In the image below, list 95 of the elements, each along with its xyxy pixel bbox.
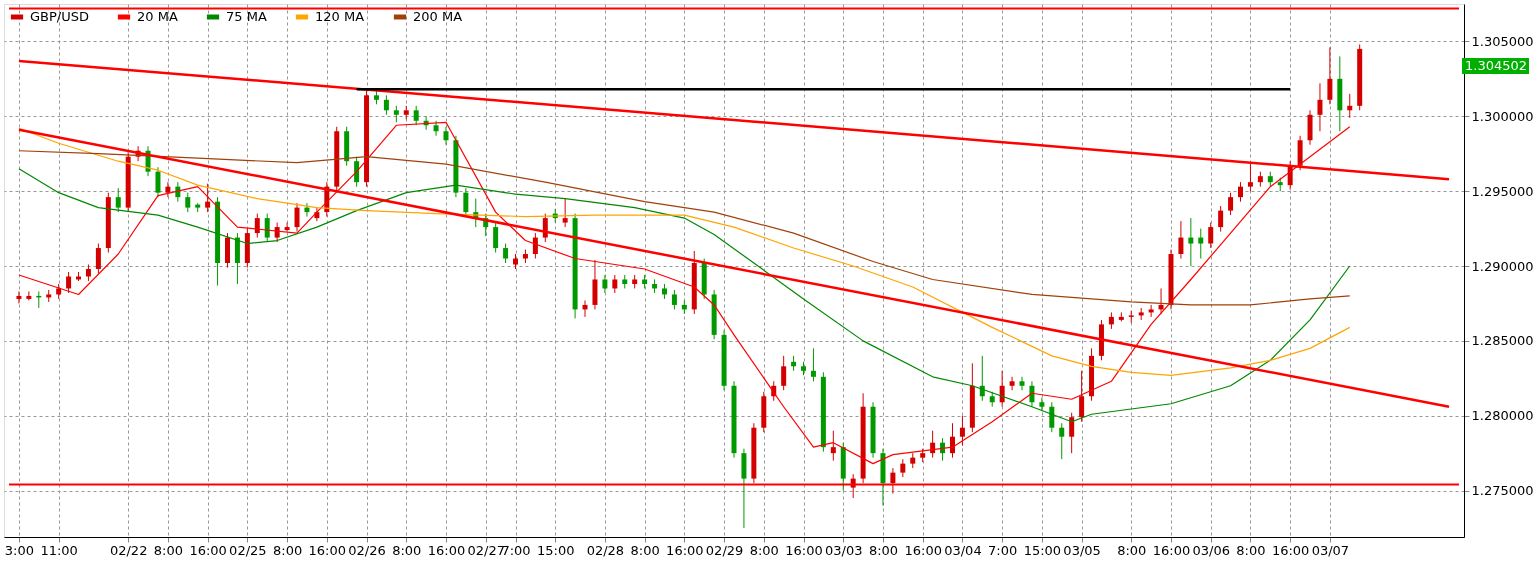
candlestick	[810, 347, 816, 382]
candlestick	[1347, 93, 1353, 119]
candlestick	[1059, 422, 1065, 460]
candlestick	[1019, 376, 1025, 391]
x-tick-label: 16:00	[666, 542, 704, 558]
y-tick-label: 1.285000	[1471, 333, 1534, 349]
candlestick	[443, 126, 449, 146]
x-tick-label: 02/27	[467, 542, 505, 558]
candlestick	[1327, 46, 1333, 105]
candlestick	[304, 202, 310, 218]
y-tick-label: 1.280000	[1471, 408, 1534, 424]
candlestick	[781, 355, 787, 391]
y-tick-label: 1.295000	[1471, 183, 1534, 199]
x-tick-label: 03/03	[825, 542, 863, 558]
candlestick	[1079, 370, 1085, 423]
candlestick	[1208, 222, 1214, 249]
line-series	[18, 150, 1351, 306]
x-tick-label: 02/22	[109, 542, 148, 558]
candlestick	[383, 94, 389, 116]
candlestick	[1009, 376, 1015, 391]
candlestick	[433, 120, 439, 137]
x-tick-label: 02/29	[705, 542, 744, 558]
legend-label: GBP/USD	[30, 9, 89, 24]
candlestick	[1247, 162, 1253, 192]
candlestick	[165, 181, 171, 198]
x-tick-label: 8:00	[630, 542, 660, 558]
candlestick	[562, 198, 568, 228]
y-tick-label: 1.275000	[1471, 483, 1534, 499]
candlestick	[115, 187, 121, 213]
candlestick	[66, 271, 72, 294]
candlestick	[1049, 401, 1055, 433]
x-tick-label: 16:00	[189, 542, 227, 558]
y-tick-label: 1.305000	[1471, 33, 1534, 49]
candlestick	[185, 192, 191, 213]
candlestick	[1218, 205, 1224, 233]
x-tick-label: 15:00	[537, 542, 575, 558]
x-tick-label: 16:00	[1271, 542, 1310, 558]
x-tick-label: 8:00	[153, 542, 184, 558]
x-tick-label: 8:00	[868, 542, 899, 558]
x-tick-label: 16:00	[427, 542, 466, 558]
candlestick	[1317, 82, 1323, 132]
candlestick	[26, 290, 32, 301]
x-tick-label: 03/06	[1192, 542, 1230, 558]
candlestick	[1148, 304, 1154, 318]
legend-label: 20 MA	[137, 9, 178, 24]
x-tick-label: 03/04	[944, 542, 982, 558]
candlestick	[671, 289, 677, 310]
legend-label: 120 MA	[315, 9, 365, 24]
line-series	[18, 127, 1351, 376]
x-tick-label: 3:00	[4, 542, 35, 558]
candlestick	[205, 183, 211, 213]
x-tick-label: 8:00	[1117, 542, 1147, 558]
x-tick-label: 16:00	[1152, 542, 1191, 558]
candlestick	[264, 213, 270, 243]
candlestick	[95, 243, 101, 274]
candlestick	[959, 415, 965, 447]
x-tick-label: 8:00	[749, 542, 779, 558]
text: 1.304502	[1465, 58, 1528, 73]
x-tick-label: 02/25	[229, 542, 267, 558]
x-tick-label: 03/07	[1311, 542, 1350, 558]
candlestick	[830, 430, 836, 462]
x-tick-label: 16:00	[785, 542, 823, 558]
candlestick	[1198, 228, 1204, 260]
candlestick	[890, 467, 896, 495]
legend-label: 75 MA	[226, 9, 267, 24]
x-tick-label: 15:00	[1023, 542, 1062, 558]
candlestick	[155, 166, 161, 198]
candlestick	[493, 222, 499, 254]
candlestick	[503, 243, 509, 264]
x-tick-label: 03/05	[1063, 542, 1101, 558]
x-tick-label: 11:00	[40, 542, 78, 558]
legend-label: 200 MA	[413, 9, 463, 24]
candlestick	[582, 299, 588, 318]
x-tick-label: 16:00	[308, 542, 347, 558]
y-tick-label: 1.300000	[1471, 108, 1534, 124]
candlestick	[1238, 181, 1244, 203]
candlestick	[1069, 412, 1075, 454]
candlestick	[1178, 220, 1184, 260]
x-tick-label: 8:00	[272, 542, 303, 558]
candlestick	[602, 274, 608, 294]
y-tick-label: 1.290000	[1471, 258, 1534, 274]
x-tick-label: 02/28	[586, 542, 625, 558]
x-tick-label: 02/26	[348, 542, 386, 558]
x-tick-label: 8:00	[392, 542, 422, 558]
candlestick	[294, 202, 300, 233]
x-tick-label: 8:00	[1236, 542, 1266, 558]
candlestick	[1158, 287, 1164, 315]
candlestick	[1039, 397, 1045, 412]
candlestick	[1188, 217, 1194, 267]
candlestick	[1228, 192, 1234, 216]
x-tick-label: 7:00	[988, 542, 1018, 558]
candlestick	[284, 222, 290, 233]
x-tick-label: 16:00	[904, 542, 942, 558]
candlestick	[354, 156, 360, 188]
candlestick	[16, 290, 22, 304]
